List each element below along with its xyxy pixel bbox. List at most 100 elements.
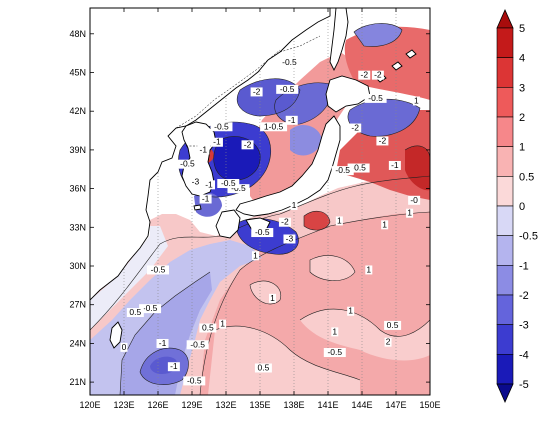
lon-tick-label: 120E: [79, 400, 100, 410]
colorbar-label: -1: [519, 260, 529, 272]
lat-tick-label: 39N: [69, 145, 86, 155]
lat-tick-label: 33N: [69, 222, 86, 232]
contour-label-bg: [241, 140, 254, 150]
contour-label: -1: [170, 361, 178, 371]
longitude-axis: 120E 123E 126E 129E 132E 135E 138E 141E 144E 147E…: [79, 8, 441, 410]
lon-tick-label: 147E: [385, 400, 406, 410]
contour-label-bg: [268, 293, 276, 303]
ocean-field-white-strip: [90, 226, 168, 330]
colorbar-label: 2: [519, 112, 525, 124]
contour-label: -3: [286, 233, 294, 243]
colorbar-label: -2: [519, 290, 529, 302]
contour-label: 1: [253, 250, 258, 260]
contour-label: 0.5: [202, 323, 214, 333]
east-japan-deep-red: [405, 145, 430, 191]
contour-label-bg: [139, 304, 162, 314]
contour-label-bg: [186, 340, 209, 350]
contour-label-bg: [323, 348, 346, 358]
kuril-blue: [354, 23, 402, 47]
colorbar-segment: [496, 176, 514, 207]
contour-label-bg: [199, 323, 217, 333]
lat-tick-label: 48N: [69, 29, 86, 39]
colorbar-segment: [496, 354, 514, 385]
colorbar-segment: [496, 235, 514, 266]
lon-tick-label: 123E: [113, 400, 134, 410]
ocean-field-lightpink-3: [310, 255, 355, 281]
contour-label-bg: [364, 93, 387, 103]
lon-tick-label: 132E: [215, 400, 236, 410]
colorbar-segment: [496, 57, 514, 88]
colorbar-label: 1: [519, 142, 525, 154]
contour-label-bg: [376, 136, 389, 146]
contour-label-bg: [371, 70, 384, 80]
colorbar-segment: [496, 324, 514, 355]
colorbar-bottom-cap: [496, 383, 514, 403]
contour-label: 0.5: [129, 307, 141, 317]
contour-label-bg: [254, 363, 272, 373]
contour-label: -0.5: [190, 339, 205, 349]
colorbar-label: 0: [519, 201, 525, 213]
contour-label-bg: [358, 70, 371, 80]
map-panel: -0.5-0.5-2-11-0.5-0.5-1 -2-1-0.5-0.5-3 -1-…: [90, 8, 430, 395]
colorbar: 5 4 3 2 1 0.5 0 -0.5 -1 -2 -3 -4 -5: [496, 9, 538, 403]
contour-label: -0.5: [255, 227, 270, 237]
colorbar-label: 0.5: [519, 171, 534, 183]
contour-label: -2: [360, 70, 368, 80]
colorbar-segment: [496, 265, 514, 296]
colorbar-label: -5: [519, 379, 529, 391]
contour-label-bg: [384, 320, 402, 330]
contour-label: -2: [379, 135, 387, 145]
lat-tick-label: 42N: [69, 106, 86, 116]
contour-label: -0.5: [282, 57, 297, 67]
contour-label: -1: [213, 137, 221, 147]
colorbar-segment: [496, 205, 514, 236]
contour-label: -0.5: [143, 303, 158, 313]
contour-label-bg: [250, 87, 263, 97]
land-kyushu: [215, 209, 241, 239]
contour-label-bg: [283, 234, 296, 244]
contour-label-bg: [210, 122, 233, 132]
contour-label-bg: [388, 160, 401, 170]
contour-label: 1: [414, 95, 419, 105]
colorbar-label: 4: [519, 53, 525, 65]
contour-label-bg: [335, 216, 343, 226]
contour-label: -0: [410, 195, 418, 205]
contour-label: 1: [337, 215, 342, 225]
contour-label-bg: [176, 159, 199, 169]
contour-label: 1: [348, 306, 353, 316]
japan-sea-blue-2: [290, 125, 322, 156]
land-jeju: [193, 204, 202, 211]
land-taiwan: [109, 321, 123, 349]
contour-label-bg: [347, 306, 355, 316]
land-shikoku: [245, 217, 271, 231]
lon-tick-label: 150E: [419, 400, 440, 410]
land-kuril-3: [405, 49, 417, 59]
contour-label: -0.5: [280, 84, 295, 94]
contour-label-bg: [260, 122, 288, 132]
contour-label: -0.5: [368, 93, 383, 103]
contour-label: 1: [292, 200, 297, 210]
ocean-field-lightpink-2: [208, 326, 360, 395]
contour-label-bg: [251, 251, 259, 261]
contour-label: 0.5: [257, 362, 269, 372]
lat-tick-label: 27N: [69, 300, 86, 310]
contour-label-bg: [219, 319, 227, 329]
lon-tick-label: 129E: [181, 400, 202, 410]
colorbar-label: 3: [519, 82, 525, 94]
land-sakhalin: [329, 8, 349, 72]
contour-label: -2: [374, 70, 382, 80]
contour-label-bg: [384, 337, 392, 347]
contour-label: -0.5: [221, 178, 236, 188]
contour-label: 1: [366, 264, 371, 274]
lat-tick-label: 30N: [69, 261, 86, 271]
contour-label-bg: [210, 137, 223, 147]
land-korea: [181, 121, 217, 197]
contour-label-bg: [349, 123, 362, 133]
colorbar-segment: [496, 27, 514, 58]
lat-tick-label: 21N: [69, 377, 86, 387]
contour-label: -1: [159, 338, 167, 348]
colorbar-segment: [496, 116, 514, 147]
colorbar-label: 5: [519, 23, 525, 35]
contour-label: -0.5: [180, 159, 195, 169]
